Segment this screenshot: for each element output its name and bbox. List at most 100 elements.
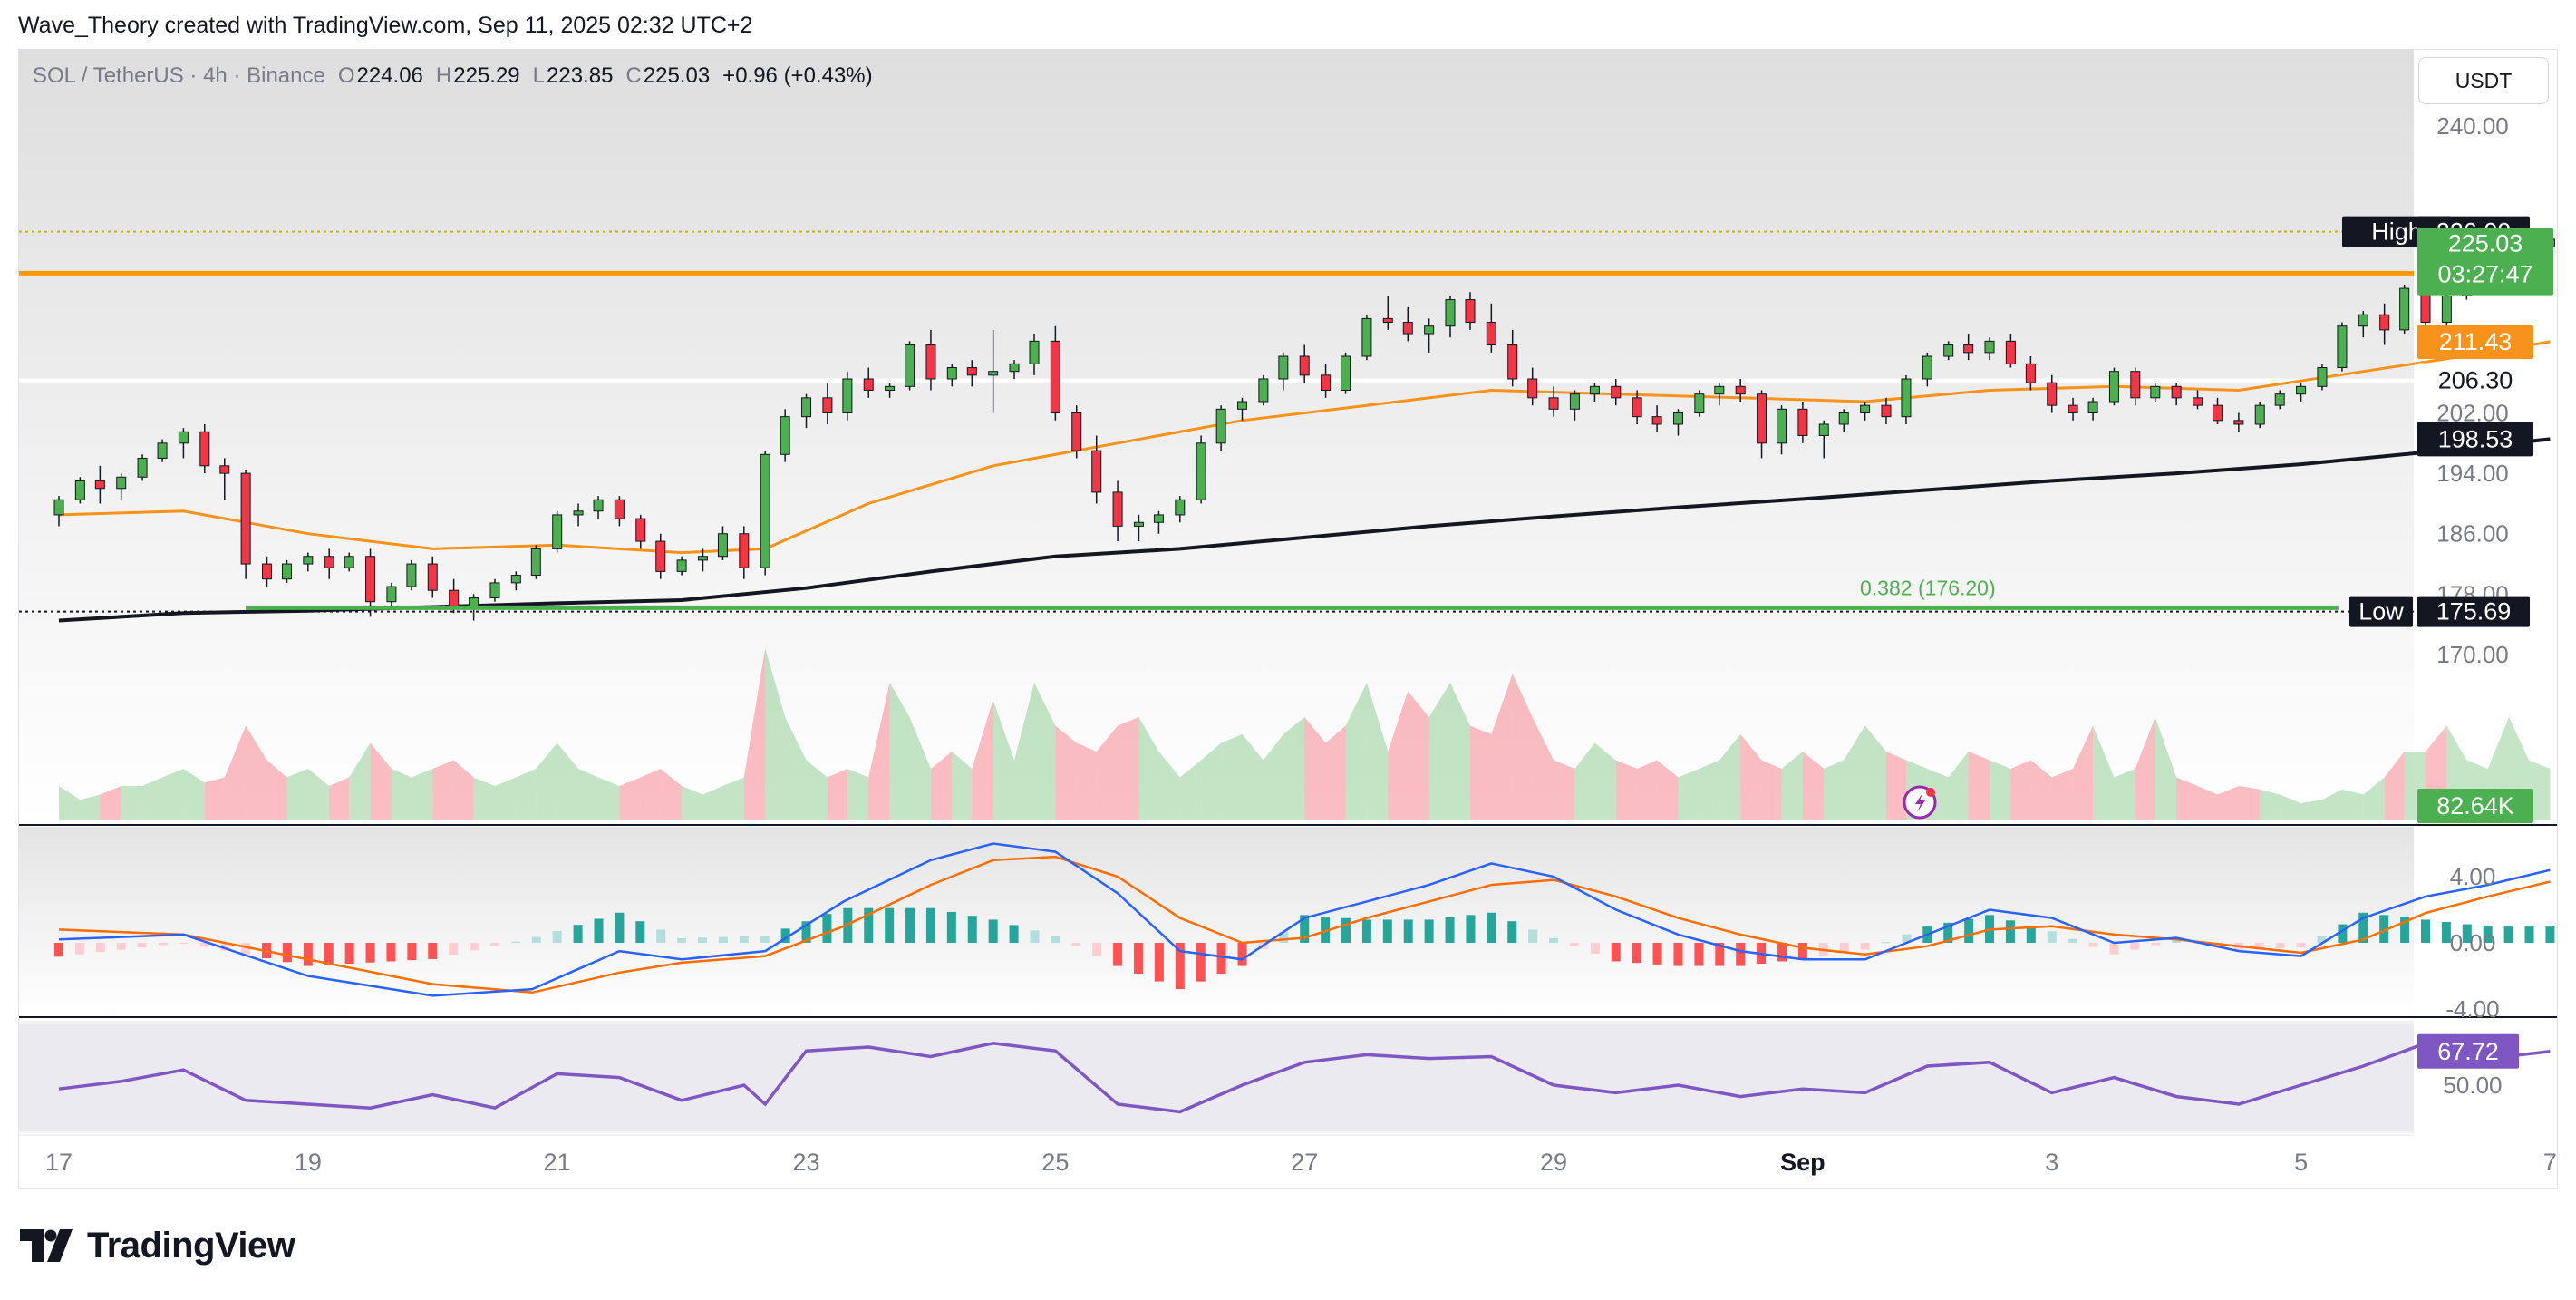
candle-down	[2130, 371, 2141, 399]
candle-down	[1527, 378, 1538, 399]
volume-segment	[1948, 752, 1969, 820]
price-axis[interactable]: 240.00202.00194.00186.00178.00170.004.00…	[2436, 112, 2509, 1099]
volume-segment	[2093, 725, 2115, 820]
macd-tick-label: 4.00	[2450, 863, 2496, 890]
macd-histogram-bar	[822, 914, 832, 943]
volume-segment	[473, 777, 495, 820]
open-label: O	[337, 63, 355, 88]
candle-down	[1548, 397, 1559, 410]
candle-down	[925, 344, 936, 380]
macd-histogram-bar	[2441, 922, 2451, 943]
candle-down	[427, 563, 438, 591]
volume-value-label-bg	[2417, 789, 2533, 823]
macd-histogram-bar	[449, 943, 459, 956]
candle-up	[1237, 401, 1247, 410]
rsi-indicator	[58, 1041, 2551, 1114]
macd-histogram-bar	[1881, 942, 1891, 944]
volume-segment	[2238, 786, 2261, 820]
macd-histogram-bar	[2358, 912, 2368, 943]
time-tick-label: 21	[544, 1149, 571, 1176]
candle-up	[885, 385, 896, 392]
macd-histogram-bar	[1964, 918, 1974, 943]
candle-down	[966, 367, 977, 376]
symbol-name[interactable]: SOL / TetherUS · 4h · Binance	[33, 63, 325, 88]
candle-down	[635, 518, 646, 542]
volume-segment	[516, 769, 537, 820]
macd-histogram-bar	[946, 911, 956, 943]
time-tick-label: 17	[45, 1149, 73, 1176]
macd-histogram-bar	[2026, 926, 2036, 943]
volume-segment	[743, 648, 766, 820]
volume-segment	[59, 786, 81, 820]
volume-segment	[204, 777, 225, 820]
candle-up	[2274, 393, 2285, 406]
macd-histogram-bar	[1341, 917, 1351, 943]
candle-up	[1694, 393, 1705, 413]
time-tick-label: 27	[1291, 1149, 1318, 1176]
candle-down	[240, 472, 251, 565]
volume-segment	[2135, 717, 2155, 820]
macd-histogram-bar	[1943, 922, 1953, 943]
volume-segment	[1449, 683, 1470, 820]
candle-up	[1838, 412, 1849, 425]
candle-up	[2108, 371, 2119, 403]
volume-segment	[2073, 725, 2094, 820]
change-value: +0.96 (+0.43%)	[722, 63, 873, 88]
rsi-value-label-bg	[2417, 1033, 2519, 1069]
volume-segment	[2321, 789, 2342, 820]
volume-segment	[2341, 789, 2364, 820]
time-axis[interactable]: 17192123252729Sep357911131517	[45, 1149, 2576, 1176]
volume-segment	[162, 769, 184, 820]
high-caption: High	[2371, 218, 2422, 246]
price-tick-label: 240.00	[2436, 112, 2509, 140]
volume-segment	[100, 786, 121, 820]
rsi-value-label: 67.72	[2437, 1038, 2499, 1065]
level-lines	[19, 230, 2414, 613]
macd-histogram-bar	[1632, 943, 1641, 964]
macd-histogram-bar	[324, 943, 334, 965]
macd-histogram-bar	[407, 943, 417, 961]
candle-up	[988, 371, 999, 376]
candle-down	[219, 465, 230, 474]
candle-down	[2171, 385, 2182, 399]
candle-up	[489, 582, 500, 599]
macd-histogram-bar	[2130, 943, 2140, 950]
alert-icon[interactable]	[1903, 785, 1937, 820]
macd-histogram-bar	[220, 943, 230, 951]
candle-down	[365, 556, 376, 603]
volume-segment	[1345, 683, 1367, 820]
fib-label: 0.382 (176.20)	[1860, 576, 1996, 599]
candle-down	[2213, 404, 2223, 422]
volume-segment	[1325, 725, 1346, 820]
time-tick-label: 25	[1041, 1149, 1069, 1176]
volume-segment	[2300, 800, 2322, 820]
volume-segment	[2384, 752, 2405, 820]
volume-area	[59, 648, 2551, 820]
candle-down	[94, 480, 105, 490]
macd-histogram-bar	[1611, 943, 1621, 962]
macd-histogram-bar	[1196, 943, 1206, 982]
level-value-label: 206.30	[2438, 367, 2513, 394]
macd-histogram-bar	[2400, 917, 2410, 943]
macd-histogram-bar	[552, 930, 562, 943]
volume-segment	[930, 752, 953, 820]
volume-segment	[80, 794, 101, 820]
macd-indicator	[54, 842, 2555, 997]
tradingview-brand[interactable]: TradingView	[20, 1220, 295, 1271]
volume-segment	[1699, 760, 1719, 820]
macd-histogram-bar	[179, 943, 189, 944]
last-price-label: 225.03	[2448, 230, 2523, 257]
volume-segment	[557, 742, 579, 820]
volume-segment	[329, 777, 350, 820]
candle-up	[905, 344, 915, 387]
macd-histogram-bar	[1113, 943, 1123, 966]
volume-segment	[1263, 734, 1283, 820]
candle-down	[1963, 344, 1974, 354]
macd-histogram-bar	[1694, 943, 1704, 966]
currency-button[interactable]: USDT	[2418, 57, 2549, 104]
candle-up	[2254, 404, 2265, 425]
volume-segment	[1096, 725, 1119, 820]
candle-up	[946, 367, 957, 380]
